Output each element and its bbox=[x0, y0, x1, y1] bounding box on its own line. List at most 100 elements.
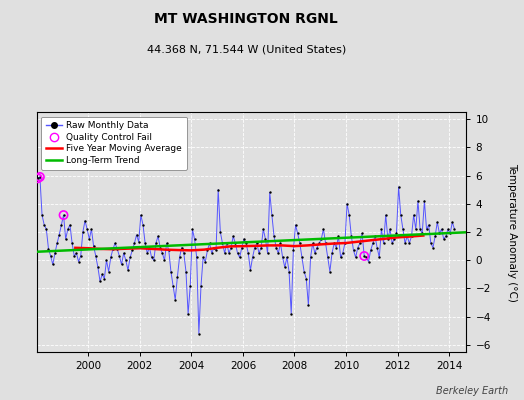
Point bbox=[133, 232, 141, 238]
Point bbox=[350, 247, 358, 254]
Point bbox=[411, 226, 420, 232]
Point bbox=[433, 219, 442, 225]
Point bbox=[53, 240, 61, 246]
Point bbox=[341, 240, 349, 246]
Point bbox=[147, 254, 156, 261]
Point bbox=[399, 226, 407, 232]
Point bbox=[362, 254, 370, 261]
Point bbox=[435, 230, 444, 237]
Point bbox=[427, 240, 435, 246]
Point bbox=[379, 240, 388, 246]
Point bbox=[212, 247, 220, 254]
Point bbox=[444, 226, 452, 232]
Point bbox=[192, 254, 201, 261]
Point bbox=[74, 258, 83, 265]
Point bbox=[371, 233, 379, 240]
Point bbox=[113, 246, 122, 252]
Point bbox=[176, 254, 184, 261]
Point bbox=[180, 250, 188, 256]
Point bbox=[36, 174, 44, 180]
Point bbox=[165, 247, 173, 254]
Point bbox=[135, 239, 143, 245]
Point bbox=[59, 212, 68, 218]
Point bbox=[418, 230, 427, 237]
Point bbox=[375, 254, 384, 261]
Point bbox=[386, 226, 394, 232]
Point bbox=[229, 233, 237, 240]
Point bbox=[237, 244, 246, 251]
Point bbox=[117, 261, 126, 268]
Point bbox=[124, 267, 132, 273]
Point bbox=[302, 275, 310, 282]
Point bbox=[315, 240, 323, 246]
Point bbox=[195, 330, 203, 337]
Point bbox=[431, 233, 439, 240]
Point bbox=[405, 240, 413, 246]
Point bbox=[106, 254, 115, 261]
Point bbox=[219, 240, 227, 246]
Point bbox=[446, 230, 454, 237]
Point bbox=[225, 250, 233, 256]
Point bbox=[59, 212, 68, 218]
Point bbox=[90, 243, 98, 249]
Point bbox=[210, 244, 218, 251]
Point bbox=[395, 184, 403, 190]
Point bbox=[420, 198, 429, 204]
Point bbox=[96, 278, 104, 285]
Point bbox=[111, 240, 119, 246]
Point bbox=[307, 254, 315, 261]
Point bbox=[354, 244, 362, 251]
Point bbox=[248, 254, 257, 261]
Point bbox=[287, 311, 296, 317]
Point bbox=[199, 254, 208, 261]
Point bbox=[173, 274, 181, 280]
Point bbox=[47, 253, 55, 259]
Point bbox=[178, 244, 186, 251]
Point bbox=[188, 226, 196, 232]
Point bbox=[72, 250, 81, 256]
Point bbox=[296, 240, 304, 246]
Point bbox=[81, 218, 89, 224]
Point bbox=[429, 244, 437, 251]
Point bbox=[242, 240, 250, 246]
Point bbox=[291, 222, 300, 228]
Point bbox=[244, 250, 253, 256]
Point bbox=[68, 240, 77, 246]
Point bbox=[214, 186, 222, 193]
Point bbox=[270, 233, 278, 240]
Point bbox=[171, 296, 179, 303]
Point bbox=[233, 250, 242, 256]
Point bbox=[304, 302, 313, 309]
Point bbox=[156, 244, 165, 251]
Point bbox=[205, 240, 214, 246]
Point bbox=[266, 189, 274, 196]
Point bbox=[169, 282, 177, 289]
Point bbox=[63, 226, 72, 232]
Point bbox=[401, 240, 409, 246]
Text: Berkeley Earth: Berkeley Earth bbox=[436, 386, 508, 396]
Point bbox=[414, 198, 422, 204]
Point bbox=[246, 267, 255, 273]
Point bbox=[154, 233, 162, 240]
Point bbox=[373, 244, 381, 251]
Point bbox=[149, 257, 158, 264]
Point bbox=[360, 253, 368, 259]
Point bbox=[330, 240, 339, 246]
Point bbox=[448, 219, 456, 225]
Point bbox=[61, 236, 70, 242]
Point bbox=[345, 212, 353, 218]
Point bbox=[309, 240, 317, 246]
Point bbox=[403, 233, 411, 240]
Point bbox=[407, 233, 416, 240]
Point bbox=[70, 253, 79, 259]
Point bbox=[122, 257, 130, 264]
Point bbox=[268, 212, 276, 218]
Text: MT WASHINGTON RGNL: MT WASHINGTON RGNL bbox=[155, 12, 338, 26]
Point bbox=[79, 229, 87, 235]
Point bbox=[40, 222, 48, 228]
Point bbox=[77, 253, 85, 259]
Point bbox=[323, 254, 332, 261]
Point bbox=[360, 253, 368, 259]
Point bbox=[298, 254, 306, 261]
Point bbox=[409, 212, 418, 218]
